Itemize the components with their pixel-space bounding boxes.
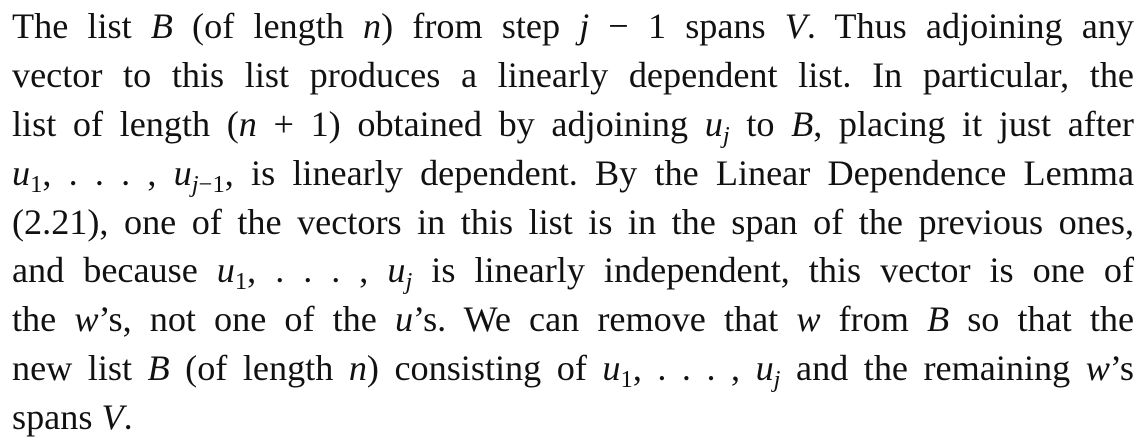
text-run: ’s. We can remove that (413, 299, 797, 340)
math-symbol: B (150, 6, 173, 46)
math-subscript: j (191, 170, 199, 198)
text-line-5: (2.21), one of the vectors in this list … (12, 198, 1134, 247)
text-run: the (12, 299, 75, 340)
text-run: and the remaining (780, 348, 1086, 389)
math-subscript: 1 (30, 170, 43, 198)
text-run: + 1) obtained by adjoining (256, 103, 705, 144)
math-subscript: 1 (620, 366, 633, 394)
text-line-6: and because u1, . . . , uj is linearly i… (12, 246, 1134, 295)
math-subscript: j (722, 121, 730, 149)
text-run: to (729, 103, 792, 144)
math-symbol: V (784, 6, 807, 46)
math-symbol: w (74, 299, 99, 340)
math-symbol: u (394, 299, 414, 340)
text-run: and because (12, 250, 217, 291)
text-run: , . . . , (632, 348, 756, 389)
math-symbol: j (579, 6, 590, 46)
text-run: , . . . , (247, 250, 388, 291)
text-line-4: u1, . . . , uj−1, is linearly dependent.… (12, 149, 1134, 198)
text-run: ) from step (381, 6, 580, 46)
text-run: list of length ( (12, 103, 239, 144)
math-symbol: u (12, 152, 31, 193)
text-run: ’s (1109, 348, 1134, 389)
text-run: (of length (172, 6, 363, 46)
text-run: new list (12, 348, 148, 389)
math-symbol: u (216, 250, 235, 291)
math-subscript: 1 (234, 268, 248, 296)
math-symbol: u (387, 250, 406, 291)
text-line-1: The list B (of length n) from step j − 1… (12, 2, 1134, 51)
text-run: , placing it just after (813, 103, 1134, 144)
math-subscript: −1 (198, 170, 225, 198)
text-run: ’s, not one of the (98, 299, 395, 340)
text-run: , is linearly dependent. By the Linear D… (224, 152, 1135, 193)
text-line-3: list of length (n + 1) obtained by adjoi… (12, 100, 1134, 149)
text-line-2: vector to this list produces a linearly … (12, 51, 1134, 100)
math-symbol: B (927, 299, 950, 340)
text-run: − 1 spans (589, 6, 785, 46)
text-line-8: new list B (of length n) consisting of u… (12, 344, 1134, 393)
math-symbol: V (101, 397, 124, 438)
math-symbol: u (173, 152, 192, 193)
text-line-9: spans V. (12, 393, 1134, 442)
text-run: , . . . , (42, 152, 174, 193)
math-subscript: j (405, 268, 413, 296)
math-symbol: u (602, 348, 621, 389)
text-run: is linearly independent, this vector is … (412, 250, 1134, 291)
text-run: . Thus adjoining any (806, 6, 1134, 46)
math-symbol: n (348, 348, 367, 389)
text-line-7: the w’s, not one of the u’s. We can remo… (12, 295, 1134, 344)
math-symbol: u (704, 103, 723, 144)
text-run: from (820, 299, 927, 340)
math-subscript: j (773, 366, 781, 394)
text-run: ) consisting of (366, 348, 603, 389)
text-run: . (123, 397, 133, 438)
text-run: spans (12, 397, 102, 438)
text-run: so that the (949, 299, 1135, 340)
math-symbol: w (1085, 348, 1110, 389)
text-run: (2.21), one of the vectors in this list … (12, 201, 1134, 242)
math-symbol: n (362, 6, 382, 46)
math-symbol: n (238, 103, 257, 144)
text-run: vector to this list produces a linearly … (12, 54, 1134, 95)
text-run: The list (12, 6, 151, 46)
math-symbol: u (755, 348, 774, 389)
math-symbol: B (791, 103, 814, 144)
text-run: (of length (169, 348, 349, 389)
math-symbol: w (796, 299, 821, 340)
math-symbol: B (147, 348, 170, 389)
proof-paragraph: The list B (of length n) from step j − 1… (12, 2, 1134, 442)
